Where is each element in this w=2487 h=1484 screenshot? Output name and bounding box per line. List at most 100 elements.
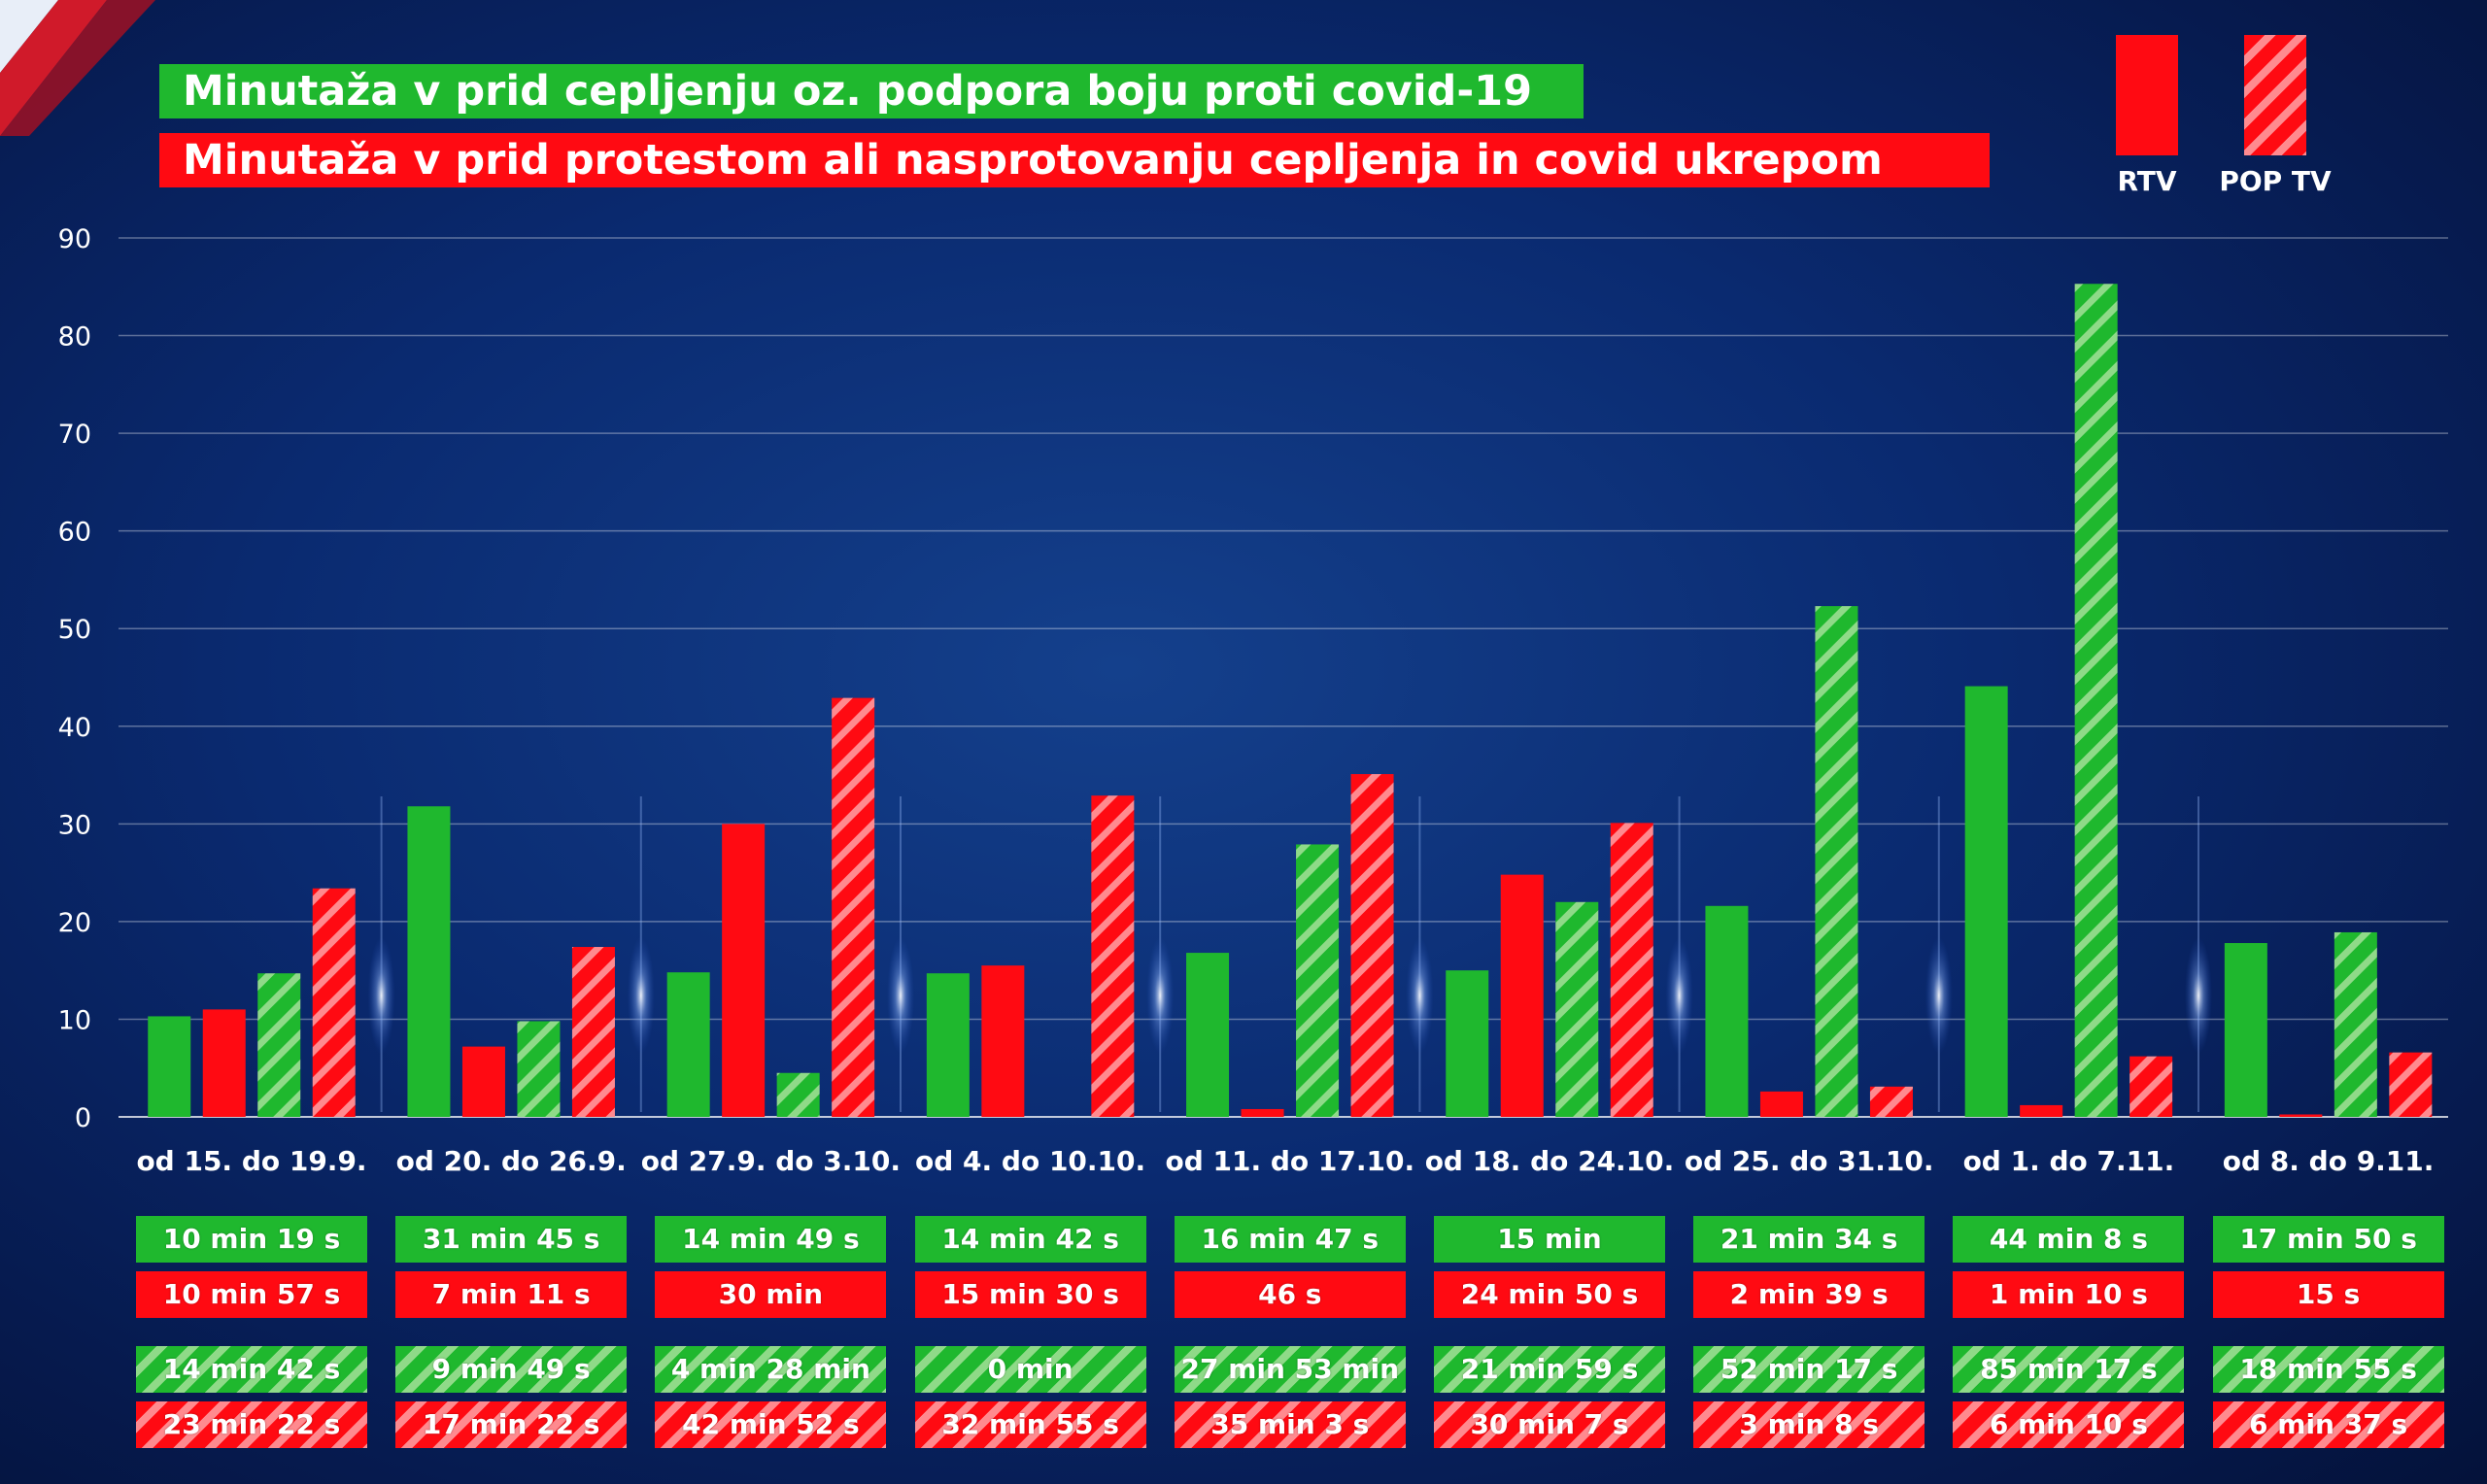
x-category-label: od 4. do 10.10. bbox=[915, 1145, 1145, 1177]
value-label-rtv-protest: 7 min 11 s bbox=[395, 1271, 628, 1318]
bar-rtv-support bbox=[148, 1016, 191, 1117]
bar-poptv-protest bbox=[832, 697, 875, 1117]
value-label-rtv-support: 15 min bbox=[1434, 1216, 1665, 1263]
bar-rtv-support bbox=[2224, 943, 2267, 1117]
separator-glow bbox=[887, 937, 914, 1054]
value-label-poptv-protest: 3 min 8 s bbox=[1693, 1401, 1925, 1448]
separator-glow bbox=[1406, 937, 1434, 1054]
value-label-rtv-support: 21 min 34 s bbox=[1693, 1216, 1925, 1263]
value-label-rtv-protest: 2 min 39 s bbox=[1693, 1271, 1925, 1318]
legend-title-green: Minutaža v prid cepljenju oz. podpora bo… bbox=[159, 64, 1584, 118]
y-tick-label: 20 bbox=[58, 908, 91, 938]
separator-glow bbox=[1146, 937, 1175, 1054]
bar-poptv-protest bbox=[1350, 774, 1394, 1117]
bar-rtv-protest bbox=[1759, 1091, 1803, 1117]
flag-corner-decoration bbox=[0, 0, 155, 136]
value-label-rtv-protest: 30 min bbox=[655, 1271, 887, 1318]
bar-poptv-support bbox=[1815, 606, 1858, 1117]
bar-rtv-protest bbox=[1500, 874, 1544, 1117]
value-label-rtv-support: 31 min 45 s bbox=[395, 1216, 628, 1263]
y-tick-label: 30 bbox=[58, 810, 91, 840]
bar-poptv-protest bbox=[2129, 1056, 2173, 1117]
bar-rtv-protest bbox=[981, 965, 1025, 1117]
bar-rtv-support bbox=[1186, 953, 1230, 1117]
value-label-poptv-protest: 30 min 7 s bbox=[1434, 1401, 1665, 1448]
bar-poptv-support bbox=[517, 1021, 561, 1117]
x-category-label: od 15. do 19.9. bbox=[136, 1145, 366, 1177]
y-tick-label: 50 bbox=[58, 615, 91, 645]
bar-poptv-support bbox=[1555, 901, 1599, 1117]
bar-rtv-support bbox=[1964, 686, 2008, 1117]
bar-poptv-support bbox=[776, 1072, 820, 1117]
value-label-poptv-support: 21 min 59 s bbox=[1434, 1346, 1665, 1393]
value-label-rtv-protest: 24 min 50 s bbox=[1434, 1271, 1665, 1318]
value-label-rtv-support: 14 min 42 s bbox=[914, 1216, 1146, 1263]
value-label-poptv-protest: 6 min 37 s bbox=[2212, 1401, 2444, 1448]
separator-glow bbox=[367, 937, 395, 1054]
x-category-label: od 11. do 17.10. bbox=[1165, 1145, 1414, 1177]
value-label-poptv-protest: 6 min 10 s bbox=[1953, 1401, 2185, 1448]
x-category-label: od 1. do 7.11. bbox=[1963, 1145, 2175, 1177]
y-tick-label: 0 bbox=[75, 1103, 91, 1133]
separator-glow bbox=[2185, 937, 2212, 1054]
value-label-rtv-support: 16 min 47 s bbox=[1174, 1216, 1406, 1263]
value-label-poptv-support: 52 min 17 s bbox=[1693, 1346, 1925, 1393]
legend-label-pop-tv: POP TV bbox=[2219, 165, 2332, 197]
value-label-rtv-protest: 15 min 30 s bbox=[914, 1271, 1146, 1318]
bar-poptv-protest bbox=[312, 888, 356, 1117]
value-label-poptv-protest: 42 min 52 s bbox=[655, 1401, 887, 1448]
value-label-poptv-support: 9 min 49 s bbox=[395, 1346, 628, 1393]
bar-rtv-protest bbox=[2279, 1114, 2323, 1117]
bar-rtv-support bbox=[407, 806, 451, 1117]
legend-swatch-rtv bbox=[2116, 35, 2178, 155]
value-label-rtv-protest: 46 s bbox=[1174, 1271, 1406, 1318]
bar-rtv-protest bbox=[202, 1009, 246, 1117]
value-label-poptv-support: 27 min 53 min bbox=[1174, 1346, 1406, 1393]
legend-title-red: Minutaža v prid protestom ali nasprotova… bbox=[159, 133, 1990, 187]
bar-rtv-support bbox=[926, 973, 970, 1117]
value-label-poptv-protest: 17 min 22 s bbox=[395, 1401, 628, 1448]
bar-poptv-support bbox=[2334, 931, 2377, 1117]
value-label-poptv-support: 18 min 55 s bbox=[2212, 1346, 2444, 1393]
x-category-label: od 25. do 31.10. bbox=[1685, 1145, 1934, 1177]
value-label-rtv-protest: 15 s bbox=[2212, 1271, 2444, 1318]
value-label-rtv-support: 44 min 8 s bbox=[1953, 1216, 2185, 1263]
value-label-poptv-support: 0 min bbox=[914, 1346, 1146, 1393]
x-category-label: od 8. do 9.11. bbox=[2223, 1145, 2435, 1177]
bar-rtv-protest bbox=[2020, 1104, 2063, 1117]
value-label-poptv-support: 14 min 42 s bbox=[136, 1346, 367, 1393]
value-label-poptv-protest: 35 min 3 s bbox=[1174, 1401, 1406, 1448]
value-label-poptv-support: 85 min 17 s bbox=[1953, 1346, 2185, 1393]
bar-poptv-support bbox=[2074, 284, 2118, 1117]
x-category-label: od 18. do 24.10. bbox=[1425, 1145, 1675, 1177]
value-label-rtv-support: 14 min 49 s bbox=[655, 1216, 887, 1263]
bar-poptv-protest bbox=[1091, 795, 1135, 1117]
y-tick-label: 40 bbox=[58, 713, 91, 743]
value-label-rtv-protest: 10 min 57 s bbox=[136, 1271, 367, 1318]
value-label-rtv-support: 10 min 19 s bbox=[136, 1216, 367, 1263]
bar-poptv-protest bbox=[2389, 1052, 2433, 1117]
bar-rtv-protest bbox=[461, 1046, 505, 1117]
value-label-poptv-support: 4 min 28 min bbox=[655, 1346, 887, 1393]
y-tick-label: 70 bbox=[58, 420, 91, 450]
value-label-rtv-support: 17 min 50 s bbox=[2212, 1216, 2444, 1263]
y-tick-label: 10 bbox=[58, 1005, 91, 1035]
bar-rtv-support bbox=[1705, 905, 1749, 1117]
bar-rtv-protest bbox=[1241, 1108, 1284, 1117]
legend-swatch-pop-tv bbox=[2244, 35, 2306, 155]
separator-glow bbox=[627, 937, 655, 1054]
y-tick-label: 60 bbox=[58, 518, 91, 548]
legend-label-rtv: RTV bbox=[2117, 165, 2177, 197]
separator-glow bbox=[1665, 937, 1693, 1054]
y-tick-label: 80 bbox=[58, 322, 91, 353]
bar-rtv-support bbox=[1446, 970, 1489, 1117]
bar-poptv-protest bbox=[571, 947, 615, 1117]
bar-poptv-protest bbox=[1610, 823, 1653, 1117]
x-category-label: od 20. do 26.9. bbox=[396, 1145, 627, 1177]
value-label-poptv-protest: 32 min 55 s bbox=[914, 1401, 1146, 1448]
value-label-rtv-protest: 1 min 10 s bbox=[1953, 1271, 2185, 1318]
bar-poptv-support bbox=[257, 973, 301, 1117]
bar-rtv-protest bbox=[722, 824, 766, 1117]
